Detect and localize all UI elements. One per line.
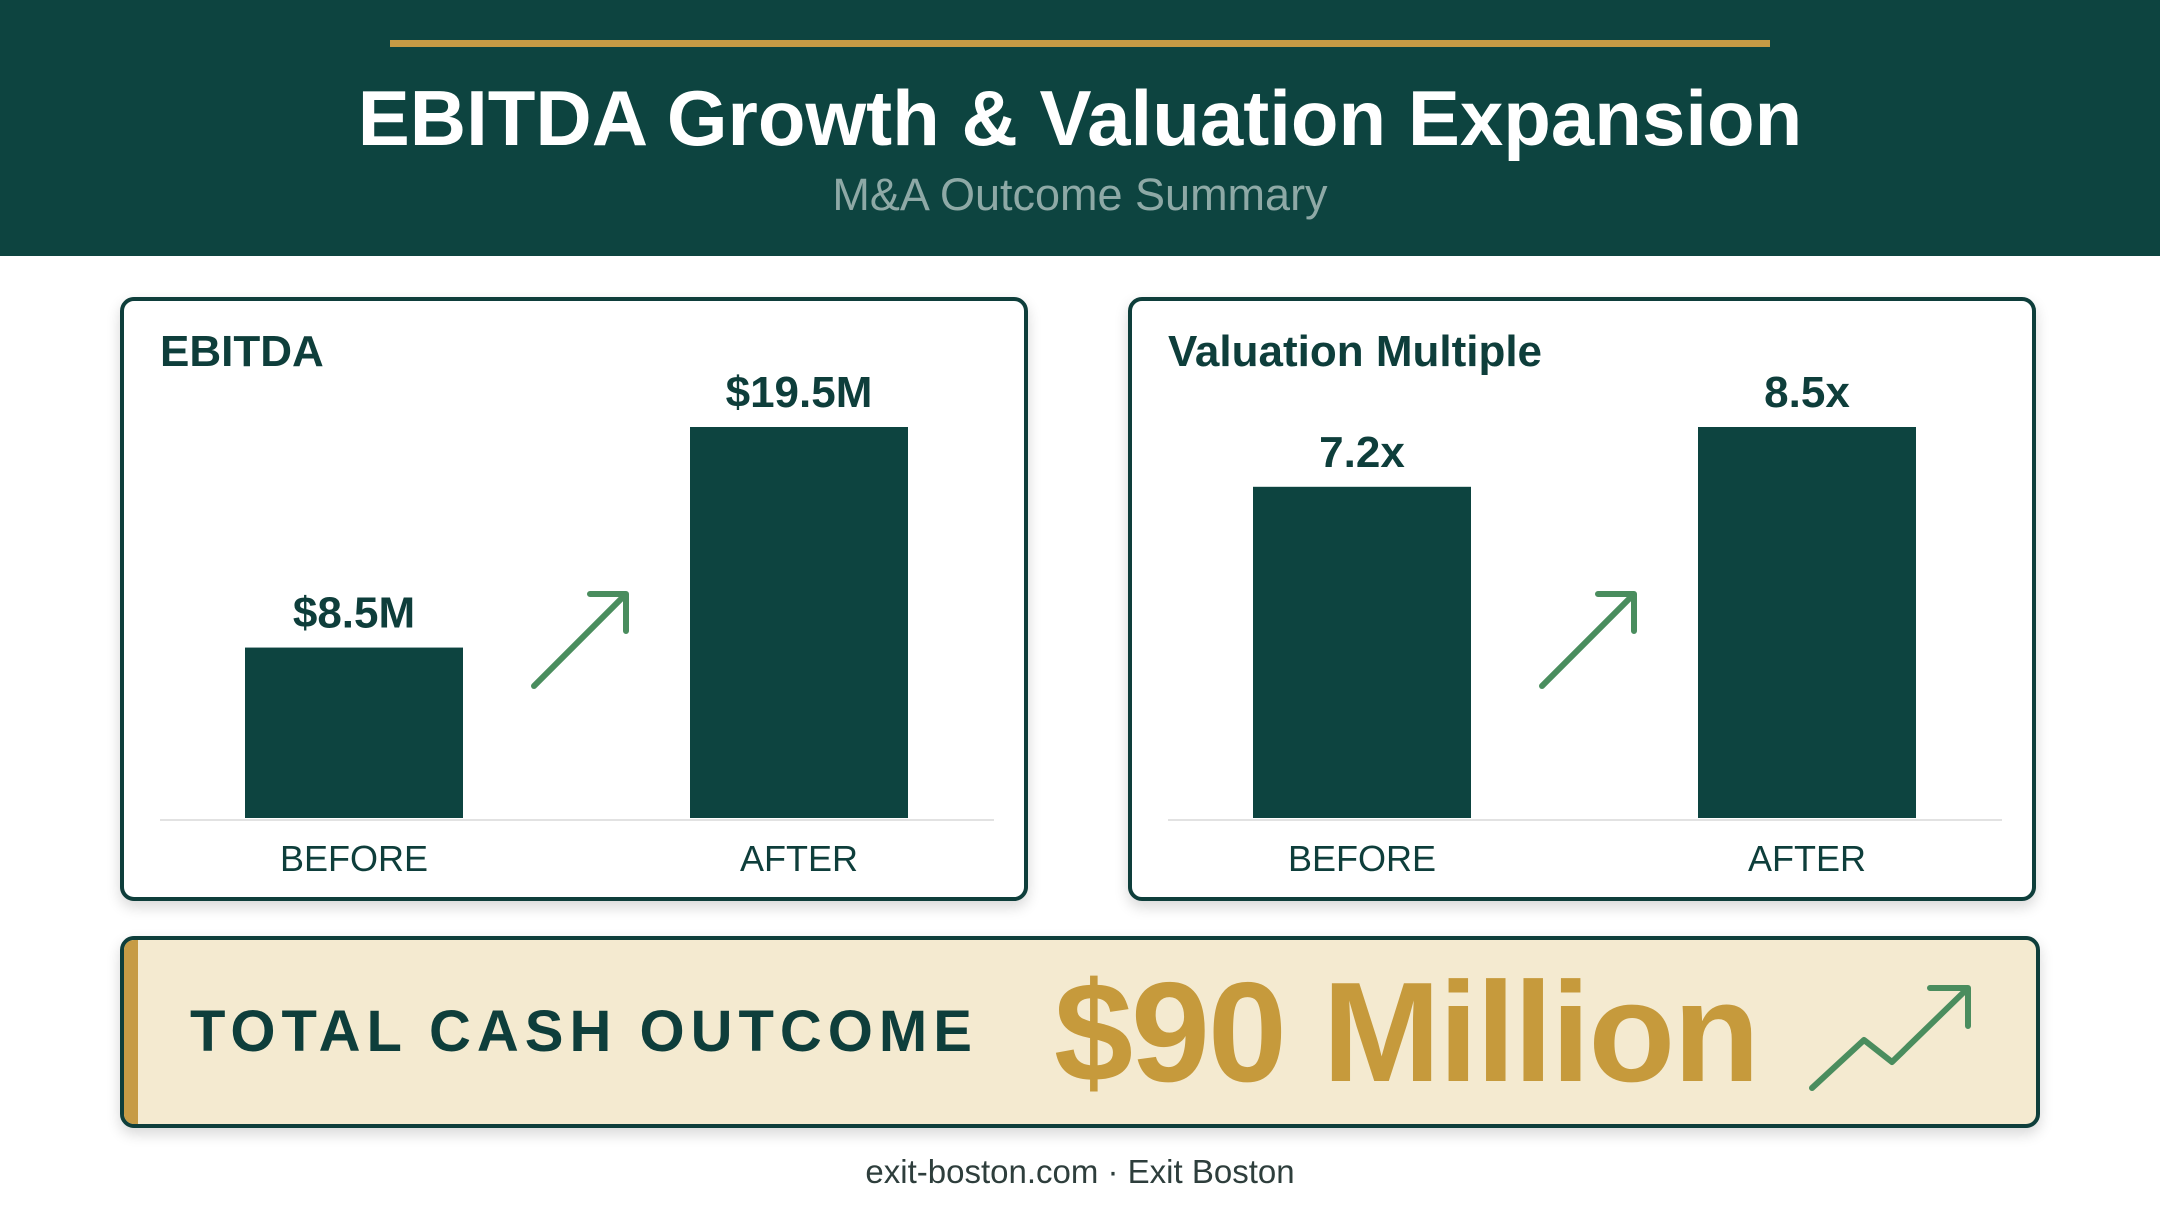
header-band: EBITDA Growth & Valuation Expansion M&A …: [0, 0, 2160, 256]
valuation-value-label-after: 8.5x: [1764, 368, 1850, 417]
ebitda-trend-arrow-head: [587, 591, 629, 634]
valuation-chart-card: Valuation Multiple 7.2x BEFORE 8.5x AFTER: [1128, 297, 2036, 901]
ebitda-bar-before: [245, 647, 463, 818]
ebitda-category-label-before: BEFORE: [280, 838, 428, 879]
header-gold-rule: [390, 40, 1770, 47]
banner-accent-bar: [124, 940, 138, 1124]
ebitda-trend-arrow-shaft: [531, 593, 627, 689]
footer-credit: exit-boston.com · Exit Boston: [865, 1153, 1295, 1190]
valuation-chart-title: Valuation Multiple: [1168, 327, 1542, 376]
ebitda-chart: EBITDA $8.5M BEFORE $19.5M AFTER: [160, 327, 994, 879]
page-title: EBITDA Growth & Valuation Expansion: [357, 74, 1803, 162]
valuation-trend-arrow-shaft: [1539, 593, 1635, 689]
ebitda-bar-after: [690, 427, 908, 818]
ebitda-trend-arrow-icon: [531, 591, 629, 689]
valuation-value-label-before: 7.2x: [1319, 428, 1405, 477]
trend-up-icon: [1809, 985, 1971, 1091]
valuation-bar-before: [1253, 486, 1471, 818]
valuation-trend-arrow-icon: [1539, 591, 1637, 689]
ebitda-value-label-after: $19.5M: [726, 368, 873, 417]
page-subtitle: M&A Outcome Summary: [832, 169, 1328, 220]
valuation-category-label-before: BEFORE: [1288, 838, 1436, 879]
total-cash-outcome-label: TOTAL CASH OUTCOME: [190, 999, 978, 1064]
ebitda-category-label-after: AFTER: [740, 838, 858, 879]
ebitda-value-label-before: $8.5M: [293, 589, 415, 638]
ebitda-chart-title: EBITDA: [160, 327, 324, 376]
valuation-multiple-chart: Valuation Multiple 7.2x BEFORE 8.5x AFTER: [1168, 327, 2002, 879]
valuation-category-label-after: AFTER: [1748, 838, 1866, 879]
valuation-bar-after: [1698, 427, 1916, 818]
ebitda-chart-card: EBITDA $8.5M BEFORE $19.5M AFTER: [120, 297, 1028, 901]
total-cash-outcome-value: $90 Million: [1054, 953, 1760, 1112]
valuation-trend-arrow-head: [1595, 591, 1637, 634]
total-cash-outcome-banner: TOTAL CASH OUTCOME $90 Million: [120, 936, 2040, 1128]
